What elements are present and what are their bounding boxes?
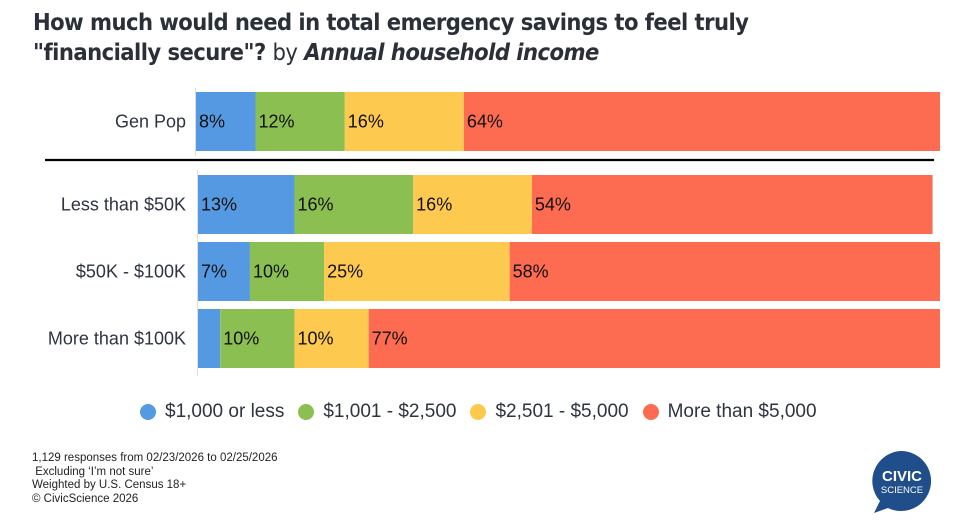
data-label: 8% bbox=[199, 112, 225, 132]
bar-segment bbox=[509, 242, 940, 301]
footnote-responses: 1,129 responses from 02/23/2026 to 02/25… bbox=[32, 452, 278, 464]
footnote-copyright: © CivicScience 2026 bbox=[32, 492, 139, 505]
title-dimension: Annual household income bbox=[304, 40, 599, 66]
bar-segment bbox=[368, 309, 940, 368]
data-label: 64% bbox=[467, 112, 503, 132]
data-label: 10% bbox=[253, 262, 289, 282]
bar-segment bbox=[324, 242, 510, 301]
data-label: 12% bbox=[259, 112, 295, 132]
legend-dot-icon bbox=[642, 404, 659, 420]
data-label: 58% bbox=[513, 262, 549, 282]
bar-segment bbox=[255, 92, 345, 151]
bar-segment bbox=[198, 242, 250, 301]
speech-bubble-icon bbox=[872, 450, 932, 513]
bar-segment bbox=[198, 309, 221, 368]
legend-label: More than $5,000 bbox=[667, 401, 817, 422]
data-label: 16% bbox=[297, 195, 333, 215]
category-label: $50K - $100K bbox=[76, 262, 186, 282]
data-label: 10% bbox=[223, 329, 259, 349]
category-label: Less than $50K bbox=[61, 195, 186, 215]
legend-item[interactable]: $1,000 or less bbox=[140, 401, 284, 423]
bar-segment bbox=[531, 175, 933, 234]
data-label: 10% bbox=[297, 329, 333, 349]
footnote-exclusion: Excluding ‘I’m not sure’ bbox=[32, 465, 154, 478]
civicscience-logo: CIVIC SCIENCE bbox=[872, 450, 932, 513]
bar-segment bbox=[196, 92, 256, 151]
legend-item[interactable]: $2,501 - $5,000 bbox=[470, 401, 629, 423]
data-label: 25% bbox=[327, 262, 363, 282]
category-label: More than $100K bbox=[48, 329, 186, 349]
bar-segment bbox=[294, 175, 414, 234]
bar-segment bbox=[249, 242, 325, 301]
legend: $1,000 or less $1,001 - $2,500 $2,501 - … bbox=[140, 401, 831, 423]
data-label: 13% bbox=[201, 195, 237, 215]
legend-label: $1,001 - $2,500 bbox=[323, 401, 457, 422]
chart-title: How much would need in total emergency s… bbox=[33, 8, 879, 68]
legend-dot-icon bbox=[298, 404, 315, 420]
logo-text-science: SCIENCE bbox=[881, 485, 923, 496]
bar-segment bbox=[344, 92, 464, 151]
category-label: Gen Pop bbox=[115, 112, 186, 132]
logo-text-civic: CIVIC bbox=[882, 468, 922, 485]
bar-segment bbox=[294, 309, 369, 368]
data-label: 77% bbox=[372, 329, 408, 349]
bar-segment bbox=[463, 92, 940, 151]
footnotes: 1,129 responses from 02/23/2026 to 02/25… bbox=[32, 452, 278, 506]
footnote-weighting: Weighted by U.S. Census 18+ bbox=[32, 479, 187, 491]
data-label: 16% bbox=[416, 195, 452, 215]
legend-item[interactable]: $1,001 - $2,500 bbox=[298, 401, 456, 423]
legend-label: $1,000 or less bbox=[165, 401, 285, 422]
data-label: 16% bbox=[348, 112, 384, 132]
stacked-bar-chart: Gen Pop 8% 12% 16% 64% Less than $50K 13% 16% 16… bbox=[45, 88, 940, 376]
bar-segment bbox=[220, 309, 295, 368]
title-by: by bbox=[272, 40, 298, 66]
legend-label: $2,501 - $5,000 bbox=[495, 401, 629, 422]
title-question: How much would need in total emergency s… bbox=[33, 10, 749, 66]
bar-segment bbox=[413, 175, 532, 234]
bar-segment bbox=[198, 175, 295, 234]
data-label: 7% bbox=[201, 262, 227, 282]
legend-item[interactable]: More than $5,000 bbox=[642, 401, 817, 423]
legend-dot-icon bbox=[140, 404, 156, 420]
legend-dot-icon bbox=[470, 404, 487, 420]
data-label: 54% bbox=[535, 195, 571, 215]
